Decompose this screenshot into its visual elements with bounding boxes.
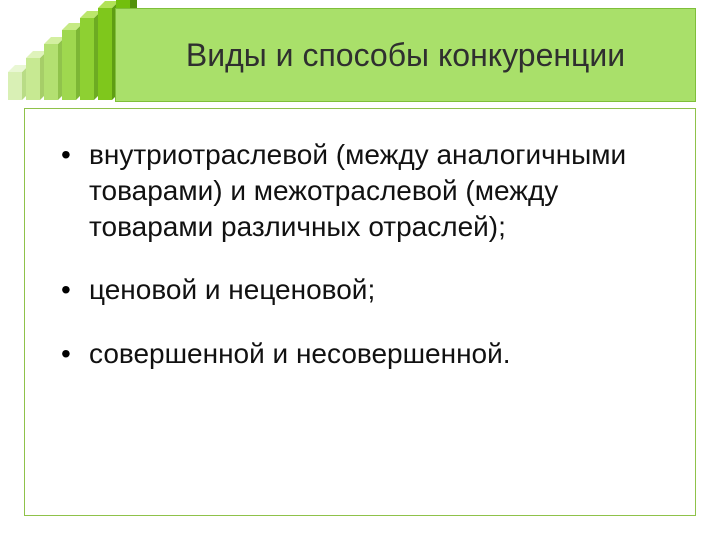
bullet-item: внутриотраслевой (между аналогичными тов… (55, 137, 665, 244)
slide-content-box: внутриотраслевой (между аналогичными тов… (24, 108, 696, 516)
bullet-item: ценовой и неценовой; (55, 272, 665, 308)
bullet-list: внутриотраслевой (между аналогичными тов… (55, 137, 665, 372)
bullet-item: совершенной и несовершенной. (55, 336, 665, 372)
slide-title: Виды и способы конкуренции (186, 35, 625, 75)
slide-title-band: Виды и способы конкуренции (115, 8, 696, 102)
